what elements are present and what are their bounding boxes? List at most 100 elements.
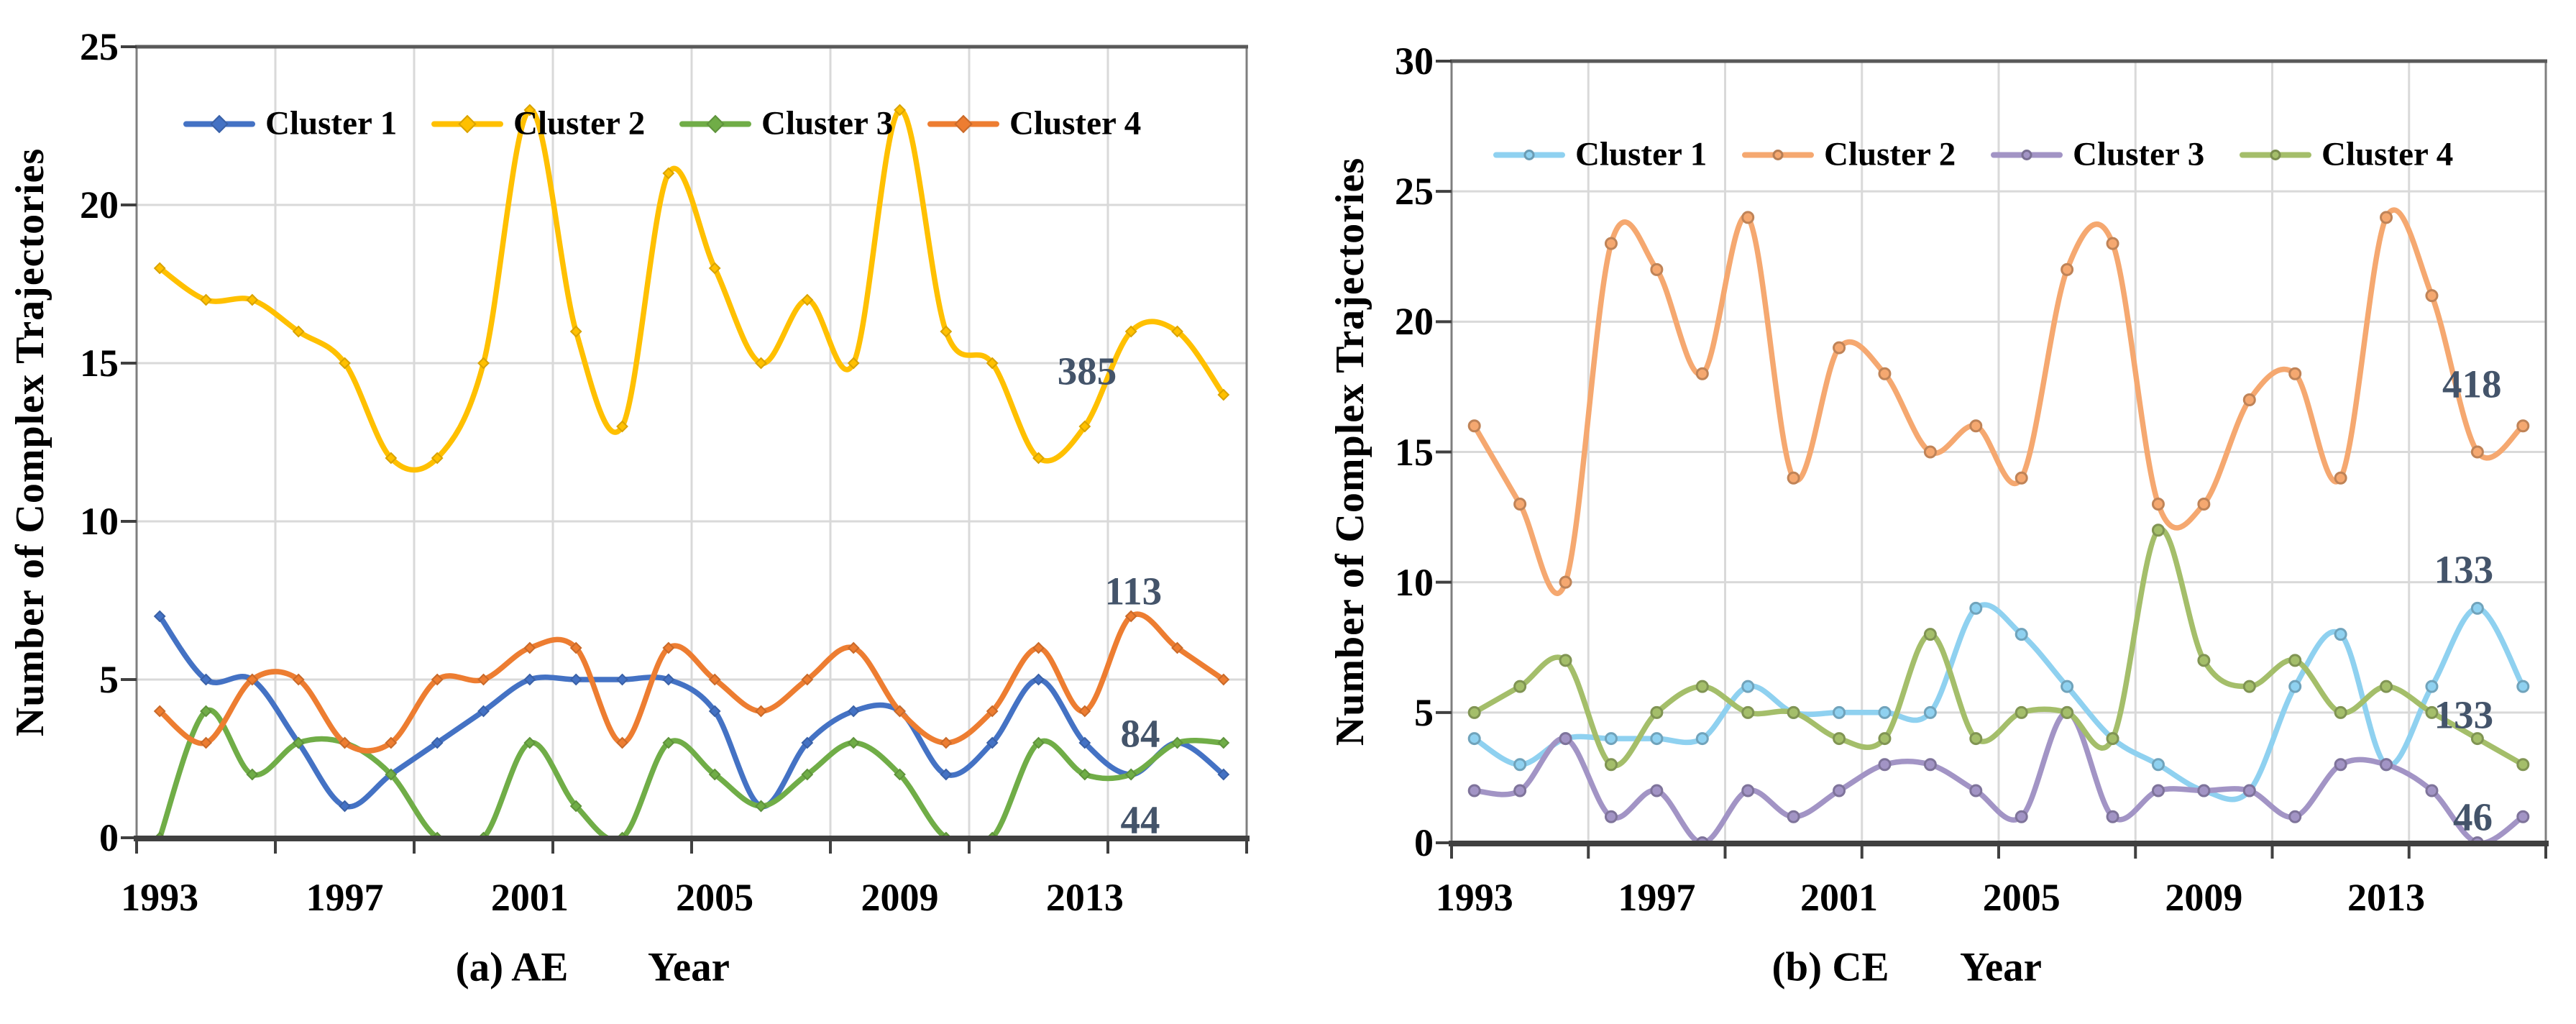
ce-y-tick-label: 15 xyxy=(1395,430,1434,474)
ce-y-tick-label: 10 xyxy=(1395,560,1434,604)
ae-legend-marker-icon xyxy=(954,114,973,133)
ce-data-point xyxy=(1467,419,1481,433)
ae-y-tick-label: 15 xyxy=(80,342,119,385)
ce-legend-item-1: Cluster 1 xyxy=(1493,135,1708,173)
ae-legend-line-icon xyxy=(927,114,999,133)
ae-data-point xyxy=(339,357,351,370)
ce-data-point xyxy=(1467,732,1481,746)
ce-data-point xyxy=(2470,732,2484,746)
ce-data-point xyxy=(2334,758,2347,772)
ae-data-point xyxy=(708,768,721,781)
ae-legend-label: Cluster 2 xyxy=(513,104,646,142)
ce-annotation-total-3: 133 xyxy=(2434,692,2494,737)
ae-data-point xyxy=(385,736,398,749)
ae-x-tick-label: 1993 xyxy=(121,876,199,919)
ce-annotation-total-1: 418 xyxy=(2442,362,2502,406)
ae-data-point xyxy=(1217,768,1230,781)
ce-y-tick-label: 30 xyxy=(1395,40,1434,83)
ce-data-point xyxy=(2470,445,2484,459)
ae-x-tick-label: 1997 xyxy=(306,876,384,919)
ae-data-point xyxy=(662,673,675,686)
ae-data-point xyxy=(292,325,305,338)
ce-series-line-4 xyxy=(1471,526,2526,769)
ce-data-point xyxy=(2516,680,2530,693)
ce-data-point xyxy=(1787,705,1800,719)
ae-data-point xyxy=(431,673,444,686)
ce-data-point xyxy=(2380,680,2393,693)
ce-data-point xyxy=(2061,262,2074,276)
ae-data-point xyxy=(801,768,814,781)
ae-data-point xyxy=(200,736,212,749)
ce-data-point xyxy=(1923,758,1937,772)
ce-data-point xyxy=(1513,758,1527,772)
ce-y-tick-label: 25 xyxy=(1395,170,1434,214)
ae-annotation-total-4: 44 xyxy=(1120,797,1160,842)
ae-data-point xyxy=(569,325,582,338)
ce-legend-label: Cluster 3 xyxy=(2073,135,2205,173)
ce-legend-label: Cluster 1 xyxy=(1575,135,1708,173)
ce-data-point xyxy=(1923,628,1937,641)
ce-data-point xyxy=(2334,705,2347,719)
ce-data-point xyxy=(1650,732,1664,746)
ce-data-point xyxy=(2516,758,2530,772)
ce-x-axis-title: Year xyxy=(1960,944,2042,990)
ce-data-point xyxy=(2242,784,2256,797)
ce-data-point xyxy=(1787,471,1800,485)
ce-data-point xyxy=(1741,784,1755,797)
ae-data-point xyxy=(1032,641,1045,654)
ce-data-point xyxy=(2014,471,2028,485)
ce-data-point xyxy=(2380,211,2393,224)
ce-legend-line-icon xyxy=(2240,149,2311,160)
ae-data-point xyxy=(662,736,675,749)
ce-data-point xyxy=(1878,705,1892,719)
ae-data-point xyxy=(1078,768,1091,781)
ae-legend-line-icon xyxy=(183,114,255,133)
ce-data-point xyxy=(2380,758,2393,772)
ce-data-point xyxy=(1741,680,1755,693)
ae-data-point xyxy=(708,673,721,686)
ae-data-point xyxy=(153,610,166,623)
ae-caption-label: (a) AE xyxy=(455,944,569,990)
ae-data-point xyxy=(801,293,814,306)
ce-series-line-1 xyxy=(1471,602,2526,803)
ce-data-point xyxy=(2151,784,2165,797)
ae-legend-marker-icon xyxy=(706,114,725,133)
ce-legend-line-icon xyxy=(1742,149,1814,160)
ae-data-point xyxy=(339,800,351,813)
ae-x-tick-label: 2013 xyxy=(1045,876,1124,919)
ae-legend-label: Cluster 4 xyxy=(1009,104,1142,142)
ce-data-point xyxy=(2470,601,2484,615)
ce-legend-marker-icon xyxy=(1523,149,1535,160)
ae-data-point xyxy=(523,104,536,116)
ce-data-point xyxy=(1559,732,1572,746)
ce-data-point xyxy=(1467,705,1481,719)
ce-data-point xyxy=(2014,810,2028,823)
ae-y-tick-label: 20 xyxy=(80,183,119,227)
ae-data-point xyxy=(847,705,860,718)
ce-data-point xyxy=(1741,705,1755,719)
ae-data-point xyxy=(431,736,444,749)
ce-data-point xyxy=(1559,654,1572,667)
ae-data-point xyxy=(894,768,906,781)
ae-annotation-total-1: 385 xyxy=(1057,349,1117,393)
ae-data-point xyxy=(569,673,582,686)
ae-data-point xyxy=(431,452,444,465)
ae-data-point xyxy=(292,673,305,686)
ce-data-point xyxy=(2061,705,2074,719)
ae-legend-item-4: Cluster 4 xyxy=(927,104,1142,142)
ce-x-tick-label: 2013 xyxy=(2347,876,2426,919)
ce-y-tick-label: 20 xyxy=(1395,300,1434,344)
ce-x-tick-label: 1993 xyxy=(1435,876,1513,919)
ce-data-point xyxy=(2425,705,2439,719)
ae-data-point xyxy=(1032,736,1045,749)
ce-data-point xyxy=(2288,810,2302,823)
ae-x-tick-label: 2009 xyxy=(861,876,939,919)
ae-data-point xyxy=(1124,768,1137,781)
ae-data-point xyxy=(1171,325,1183,338)
ce-data-point xyxy=(2288,654,2302,667)
ae-data-point xyxy=(1078,420,1091,433)
ae-legend-item-1: Cluster 1 xyxy=(183,106,397,141)
ae-data-point xyxy=(1078,705,1091,718)
